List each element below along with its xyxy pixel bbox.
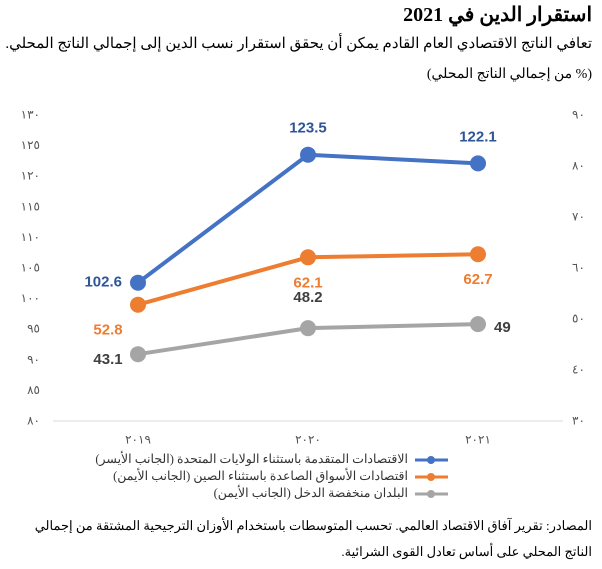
y2-tick-label: ٨٠ — [572, 159, 585, 173]
y2-tick-label: ٦٠ — [572, 261, 585, 275]
y-tick-label: ٨٥ — [27, 383, 40, 397]
y-tick-label: ١٢٥ — [21, 138, 40, 152]
data-label: 49 — [494, 319, 511, 336]
data-label: 52.8 — [93, 322, 122, 339]
data-label: 62.7 — [463, 271, 492, 288]
y-tick-label: ١١٥ — [21, 199, 40, 213]
y-tick-label: ١٠٥ — [21, 261, 40, 275]
point — [130, 296, 146, 313]
data-label: 43.1 — [93, 351, 122, 368]
y2-tick-label: ٤٠ — [572, 363, 585, 377]
data-label: 48.2 — [293, 289, 322, 306]
y-tick-label: ١٣٠ — [21, 108, 40, 122]
y2-tick-label: ٩٠ — [572, 108, 585, 122]
point — [130, 274, 146, 291]
data-label: 102.6 — [84, 274, 122, 291]
point — [470, 316, 486, 333]
legend-label: البلدان منخفضة الدخل (الجانب الأيمن) — [214, 484, 408, 501]
y-tick-label: ٨٠ — [27, 414, 40, 428]
legend-label: اقتصادات الأسواق الصاعدة باستثناء الصين … — [113, 467, 408, 484]
x-tick-label: ٢٠١٩ — [125, 433, 151, 447]
y-tick-label: ١٢٠ — [21, 169, 40, 183]
subtitle: تعافي الناتج الاقتصادي العام القادم يمكن… — [5, 36, 592, 52]
y2-tick-label: ٥٠ — [572, 312, 585, 326]
y-tick-label: ١١٠ — [21, 230, 40, 244]
x-tick-label: ٢٠٢٠ — [295, 433, 321, 447]
point — [300, 249, 316, 266]
legend-marker — [427, 490, 435, 498]
y-tick-label: ٩٥ — [27, 322, 40, 336]
y2-tick-label: ٧٠ — [572, 210, 585, 224]
data-label: 122.1 — [459, 128, 497, 145]
legend-marker — [427, 456, 435, 464]
axis-unit: (% من إجمالي الناتج المحلي) — [426, 67, 592, 82]
data-label: 62.1 — [293, 274, 322, 291]
title: استقرار الدين في 2021 — [403, 4, 592, 26]
legend-label: الاقتصادات المتقدمة باستثناء الولايات ال… — [95, 450, 408, 467]
point — [130, 346, 146, 363]
x-tick-label: ٢٠٢١ — [465, 433, 491, 447]
y-tick-label: ٩٠ — [27, 352, 40, 366]
point — [300, 320, 316, 337]
point — [470, 155, 486, 172]
data-label: 123.5 — [289, 120, 327, 137]
point — [300, 146, 316, 163]
legend-marker — [427, 473, 435, 481]
source-note: المصادر: تقرير آفاق الاقتصاد العالمي. تح… — [34, 518, 592, 559]
y2-tick-label: ٣٠ — [572, 414, 585, 428]
point — [470, 246, 486, 263]
y-tick-label: ١٠٠ — [21, 291, 40, 305]
